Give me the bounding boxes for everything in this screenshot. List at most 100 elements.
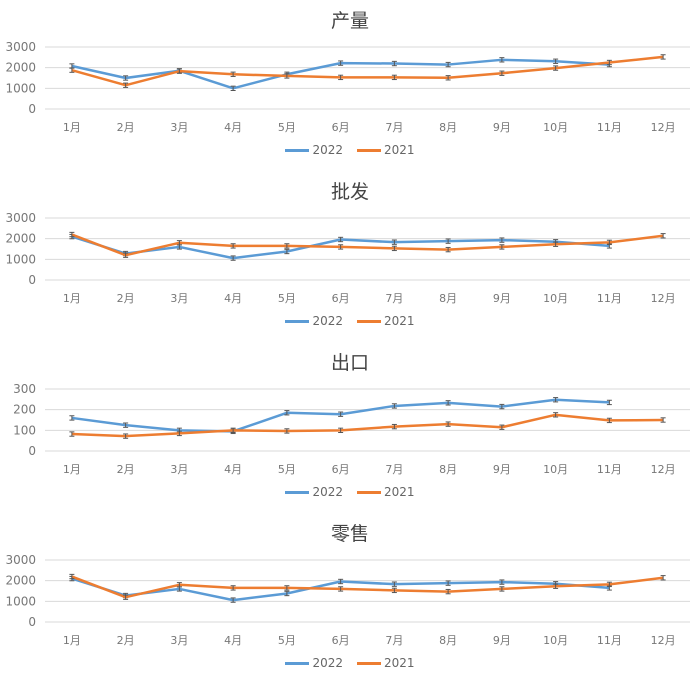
y-tick-label: 0 [28,615,36,629]
x-tick-label: 4月 [224,634,242,647]
chart-1: 0 1000 2000 3000 1月 2月 3月 4月 5月 6月 7月 8月 9月 10月 11月 12月… [0,0,700,171]
y-tick-label: 200 [13,403,36,417]
x-tick-label: 1月 [63,292,81,305]
legend-swatch [285,319,310,323]
x-tick-label: 7月 [385,292,403,305]
x-tick-label: 6月 [332,121,350,134]
x-tick-label: 11月 [597,292,622,305]
y-tick-label: 100 [13,423,36,437]
x-tick-label: 3月 [170,634,188,647]
chart-title: 产量 [330,10,369,32]
x-tick-label: 4月 [224,121,242,134]
x-tick-label: 8月 [439,634,457,647]
legend: 2022 2021 [0,143,700,157]
x-tick-label: 6月 [332,292,350,305]
y-tick-label: 2000 [5,232,36,246]
legend: 2022 2021 [0,485,700,499]
x-tick-label: 5月 [278,292,296,305]
chart-svg: 0 1000 2000 3000 1月 2月 3月 4月 5月 6月 7月 8月 9月 10月 11月 12月 [5,40,690,134]
legend-swatch [357,661,381,665]
x-tick-label: 11月 [597,463,622,476]
chart-3: 0 100 200 300 1月 2月 3月 4月 5月 6月 7月 8月 9月 10月 11月 12月 出口 2… [0,342,700,513]
y-tick-label: 3000 [5,40,36,54]
legend-swatch [285,661,310,665]
x-tick-label: 10月 [543,463,568,476]
legend-item: 2022 [285,143,343,157]
legend-swatch [357,490,381,494]
x-tick-label: 12月 [651,292,676,305]
chart-svg: 0 1000 2000 3000 1月 2月 3月 4月 5月 6月 7月 8月 9月 10月 11月 12月 [5,211,690,305]
x-tick-label: 5月 [278,121,296,134]
x-tick-label: 1月 [63,121,81,134]
chart-4: 0 1000 2000 3000 1月 2月 3月 4月 5月 6月 7月 8月 9月 10月 11月 12月… [0,513,700,684]
y-tick-label: 0 [28,102,36,116]
x-tick-label: 5月 [278,634,296,647]
x-tick-label: 7月 [385,634,403,647]
series-line-2021 [71,233,664,257]
x-tick-label: 7月 [385,463,403,476]
legend-item: 2021 [357,485,415,499]
x-tick-label: 2月 [117,292,135,305]
legend-item: 2022 [285,485,343,499]
y-tick-label: 3000 [5,211,36,225]
chart-title: 出口 [330,352,369,374]
y-tick-label: 0 [28,273,36,287]
chart-title: 批发 [330,181,369,203]
y-tick-label: 3000 [5,553,36,567]
x-tick-label: 9月 [493,121,511,134]
y-tick-label: 1000 [5,81,36,95]
x-tick-label: 6月 [332,634,350,647]
series-line-2021 [71,55,664,87]
legend-item: 2022 [285,656,343,670]
legend-label: 2021 [384,656,415,670]
legend-label: 2022 [312,656,343,670]
x-tick-label: 7月 [385,121,403,134]
legend: 2022 2021 [0,314,700,328]
legend-item: 2021 [357,143,415,157]
legend-label: 2022 [312,485,343,499]
chart-svg: 0 100 200 300 1月 2月 3月 4月 5月 6月 7月 8月 9月 10月 11月 12月 [13,382,690,476]
x-tick-label: 11月 [597,634,622,647]
x-tick-label: 3月 [170,292,188,305]
legend-swatch [285,148,310,152]
y-tick-label: 1000 [5,594,36,608]
x-tick-label: 5月 [278,463,296,476]
x-tick-label: 12月 [651,634,676,647]
y-tick-label: 300 [13,382,36,396]
chart-2: 0 1000 2000 3000 1月 2月 3月 4月 5月 6月 7月 8月 9月 10月 11月 12月… [0,171,700,342]
series-line-2021 [71,413,664,438]
y-tick-label: 2000 [5,61,36,75]
x-tick-label: 9月 [493,634,511,647]
legend-label: 2021 [384,485,415,499]
x-tick-label: 2月 [117,121,135,134]
legend-label: 2021 [384,314,415,328]
x-tick-label: 4月 [224,463,242,476]
legend-label: 2021 [384,143,415,157]
x-tick-label: 12月 [651,121,676,134]
x-tick-label: 3月 [170,121,188,134]
y-tick-label: 1000 [5,252,36,266]
x-tick-label: 2月 [117,463,135,476]
x-tick-label: 6月 [332,463,350,476]
series-line-2021 [71,575,664,599]
x-tick-label: 3月 [170,463,188,476]
legend-item: 2021 [357,656,415,670]
x-tick-label: 10月 [543,292,568,305]
y-tick-label: 0 [28,444,36,458]
legend-swatch [357,148,381,152]
x-tick-label: 1月 [63,463,81,476]
x-tick-label: 8月 [439,292,457,305]
x-tick-label: 9月 [493,292,511,305]
y-tick-label: 2000 [5,574,36,588]
legend-swatch [285,490,310,494]
x-tick-label: 10月 [543,634,568,647]
x-tick-label: 12月 [651,463,676,476]
legend-item: 2022 [285,314,343,328]
legend-label: 2022 [312,143,343,157]
x-tick-label: 8月 [439,121,457,134]
x-tick-label: 2月 [117,634,135,647]
x-tick-label: 10月 [543,121,568,134]
legend-swatch [357,319,381,323]
x-tick-label: 1月 [63,634,81,647]
